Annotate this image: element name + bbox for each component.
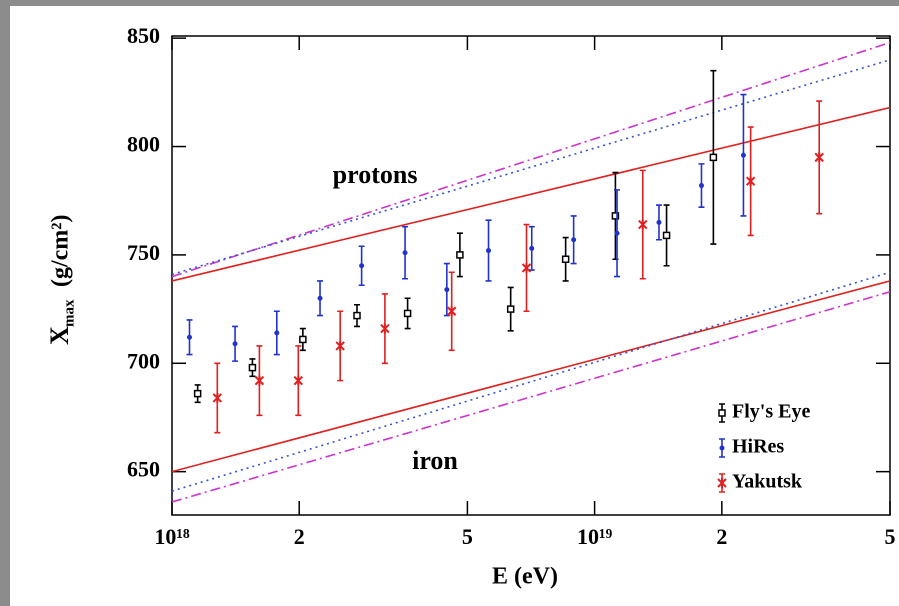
- y-axis-label-main: X: [45, 326, 74, 345]
- series: [193, 69, 718, 404]
- model-line: [172, 280, 890, 473]
- point: [335, 340, 345, 351]
- series: [212, 100, 824, 434]
- model-line: [172, 106, 890, 282]
- y-tick-label: 850: [127, 23, 160, 48]
- plot-frame: [171, 35, 891, 516]
- point: [402, 250, 408, 256]
- point: [740, 152, 746, 158]
- background: [10, 6, 899, 606]
- point: [359, 263, 365, 269]
- point: [571, 237, 577, 243]
- point: [274, 330, 280, 336]
- legend-marker: [719, 445, 725, 451]
- y-axis-label: X max (g/cm²): [45, 215, 77, 346]
- series: [186, 93, 747, 362]
- point: [193, 389, 202, 398]
- y-tick-label: 750: [127, 240, 160, 265]
- x-tick-label: 5: [462, 524, 473, 549]
- point: [709, 153, 718, 162]
- x-tick-label: 2: [716, 524, 727, 549]
- legend-label: Fly's Eye: [732, 401, 810, 423]
- legend-label: HiRes: [732, 436, 784, 458]
- point: [698, 183, 704, 189]
- point: [380, 323, 390, 334]
- y-tick-label: 650: [127, 457, 160, 482]
- point: [186, 334, 192, 340]
- legend-marker: [717, 478, 727, 488]
- point: [293, 375, 304, 386]
- x-tick-label: 10¹⁸: [154, 524, 190, 549]
- point: [212, 392, 223, 403]
- point: [611, 212, 620, 220]
- point: [745, 176, 756, 187]
- point: [614, 230, 620, 236]
- point: [299, 335, 307, 344]
- point: [521, 262, 532, 273]
- point: [561, 255, 570, 263]
- annotation: iron: [412, 446, 458, 475]
- point: [656, 219, 662, 225]
- point: [232, 341, 238, 347]
- point: [446, 306, 457, 317]
- y-tick-label: 800: [127, 132, 160, 157]
- point: [353, 311, 361, 320]
- point: [506, 305, 515, 313]
- model-line: [172, 41, 890, 278]
- point: [317, 295, 323, 301]
- point: [638, 219, 648, 230]
- x-tick-label: 5: [885, 524, 896, 549]
- x-tick-label: 2: [294, 524, 305, 549]
- model-line: [172, 290, 890, 503]
- point: [486, 248, 492, 254]
- point: [248, 363, 257, 372]
- x-axis-label: E (eV): [492, 564, 558, 590]
- point: [662, 231, 671, 240]
- x-tick-label: 10¹⁹: [577, 524, 613, 549]
- legend-marker: [718, 409, 726, 417]
- model-line: [172, 59, 890, 276]
- annotation: protons: [333, 160, 418, 189]
- point: [403, 309, 412, 318]
- point: [254, 375, 265, 386]
- point: [529, 245, 535, 251]
- y-tick-label: 700: [127, 348, 160, 373]
- model-line: [172, 271, 890, 492]
- point: [444, 287, 450, 293]
- y-axis-label-unit: (g/cm²): [48, 215, 74, 288]
- point: [814, 152, 824, 163]
- point: [456, 251, 464, 259]
- y-axis-label-sub: max: [61, 299, 77, 327]
- model-lines: [172, 41, 890, 503]
- legend-label: Yakutsk: [732, 471, 803, 493]
